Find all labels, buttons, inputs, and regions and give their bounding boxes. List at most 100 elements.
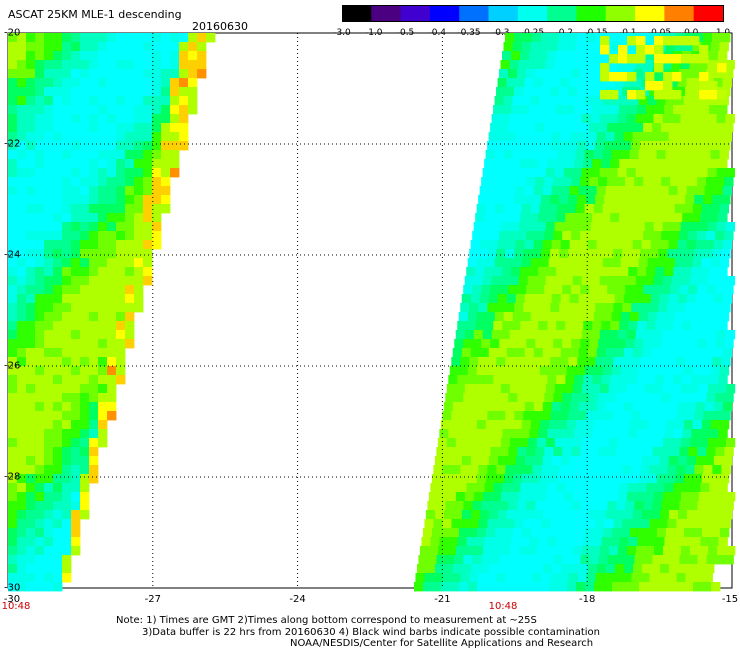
- swath-cell: [35, 555, 45, 565]
- swath-cell: [514, 195, 524, 205]
- swath-cell: [485, 582, 496, 592]
- swath-cell: [659, 402, 670, 412]
- swath-cell: [35, 213, 45, 223]
- swath-cell: [626, 384, 637, 394]
- swath-cell: [437, 438, 448, 448]
- swath-cell: [98, 213, 108, 223]
- swath-cell: [451, 411, 461, 421]
- swath-cell: [461, 402, 472, 412]
- swath-cell: [673, 159, 683, 169]
- swath-cell: [580, 501, 590, 511]
- swath-cell: [17, 87, 27, 97]
- swath-cell: [589, 177, 599, 187]
- swath-cell: [125, 276, 135, 286]
- swath-cell: [89, 474, 99, 484]
- swath-cell: [53, 150, 63, 160]
- swath-cell: [116, 78, 126, 88]
- swath-cell: [8, 285, 18, 295]
- swath-cell: [562, 177, 572, 187]
- swath-cell: [706, 123, 716, 133]
- swath-cell: [713, 78, 723, 88]
- swath-cell: [502, 375, 512, 385]
- swath-cell: [26, 87, 36, 97]
- swath-cell: [98, 348, 108, 358]
- swath-cell: [80, 501, 90, 511]
- swath-cell: [595, 519, 605, 529]
- swath-cell: [719, 258, 730, 268]
- swath-cell: [608, 438, 619, 448]
- swath-cell: [80, 402, 90, 412]
- swath-cell: [107, 159, 117, 169]
- swath-cell: [689, 546, 700, 556]
- swath-cell: [80, 510, 90, 520]
- swath-cell: [682, 537, 692, 547]
- swath-cell: [560, 294, 571, 304]
- swath-cell: [62, 429, 72, 439]
- colorbar-swatch: [488, 5, 519, 22]
- swath-cell: [505, 195, 515, 205]
- swath-cell: [644, 438, 655, 448]
- swath-cell: [679, 339, 689, 349]
- swath-cell: [655, 375, 665, 385]
- swath-cell: [26, 222, 36, 232]
- swath-cell: [581, 60, 591, 70]
- swath-cell: [44, 69, 54, 79]
- swath-cell: [614, 294, 625, 304]
- swath-cell: [592, 51, 602, 61]
- swath-cell: [478, 357, 488, 367]
- swath-cell: [125, 240, 135, 250]
- swath-cell: [524, 402, 535, 412]
- swath-cell: [623, 240, 634, 250]
- swath-cell: [134, 150, 144, 160]
- swath-cell: [611, 42, 621, 52]
- swath-cell: [89, 294, 99, 304]
- swath-cell: [694, 411, 704, 421]
- swath-cell: [460, 573, 470, 583]
- swath-cell: [635, 60, 645, 70]
- swath-cell: [614, 132, 624, 142]
- swath-cell: [514, 573, 524, 583]
- swath-cell: [632, 456, 643, 466]
- swath-cell: [697, 501, 707, 511]
- swath-cell: [35, 429, 45, 439]
- swath-cell: [691, 483, 701, 493]
- swath-cell: [485, 312, 496, 322]
- swath-cell: [107, 69, 117, 79]
- swath-cell: [536, 384, 547, 394]
- swath-cell: [482, 438, 493, 448]
- swath-cell: [506, 78, 516, 88]
- swath-cell: [581, 114, 591, 124]
- swath-cell: [544, 447, 554, 457]
- swath-cell: [134, 123, 144, 133]
- swath-cell: [631, 303, 641, 313]
- swath-cell: [98, 222, 108, 232]
- swath-cell: [701, 258, 712, 268]
- swath-cell: [502, 429, 512, 439]
- swath-cell: [677, 294, 688, 304]
- swath-cell: [529, 105, 539, 115]
- swath-cell: [679, 69, 689, 79]
- swath-cell: [638, 528, 649, 538]
- swath-cell: [116, 222, 126, 232]
- swath-cell: [655, 267, 665, 277]
- swath-cell: [53, 357, 63, 367]
- swath-cell: [529, 537, 539, 547]
- swath-cell: [44, 240, 54, 250]
- swath-cell: [17, 519, 27, 529]
- swath-cell: [692, 366, 703, 376]
- swath-cell: [482, 384, 493, 394]
- swath-cell: [448, 537, 458, 547]
- swath-cell: [581, 384, 592, 394]
- swath-cell: [644, 330, 655, 340]
- swath-cell: [710, 150, 721, 160]
- swath-cell: [62, 87, 72, 97]
- swath-cell: [107, 312, 117, 322]
- swath-cell: [533, 186, 544, 196]
- swath-cell: [8, 330, 18, 340]
- swath-cell: [646, 537, 656, 547]
- swath-cell: [523, 195, 533, 205]
- swath-cell: [539, 204, 550, 214]
- swath-cell: [571, 231, 581, 241]
- swath-cell: [17, 177, 27, 187]
- swath-cell: [556, 105, 566, 115]
